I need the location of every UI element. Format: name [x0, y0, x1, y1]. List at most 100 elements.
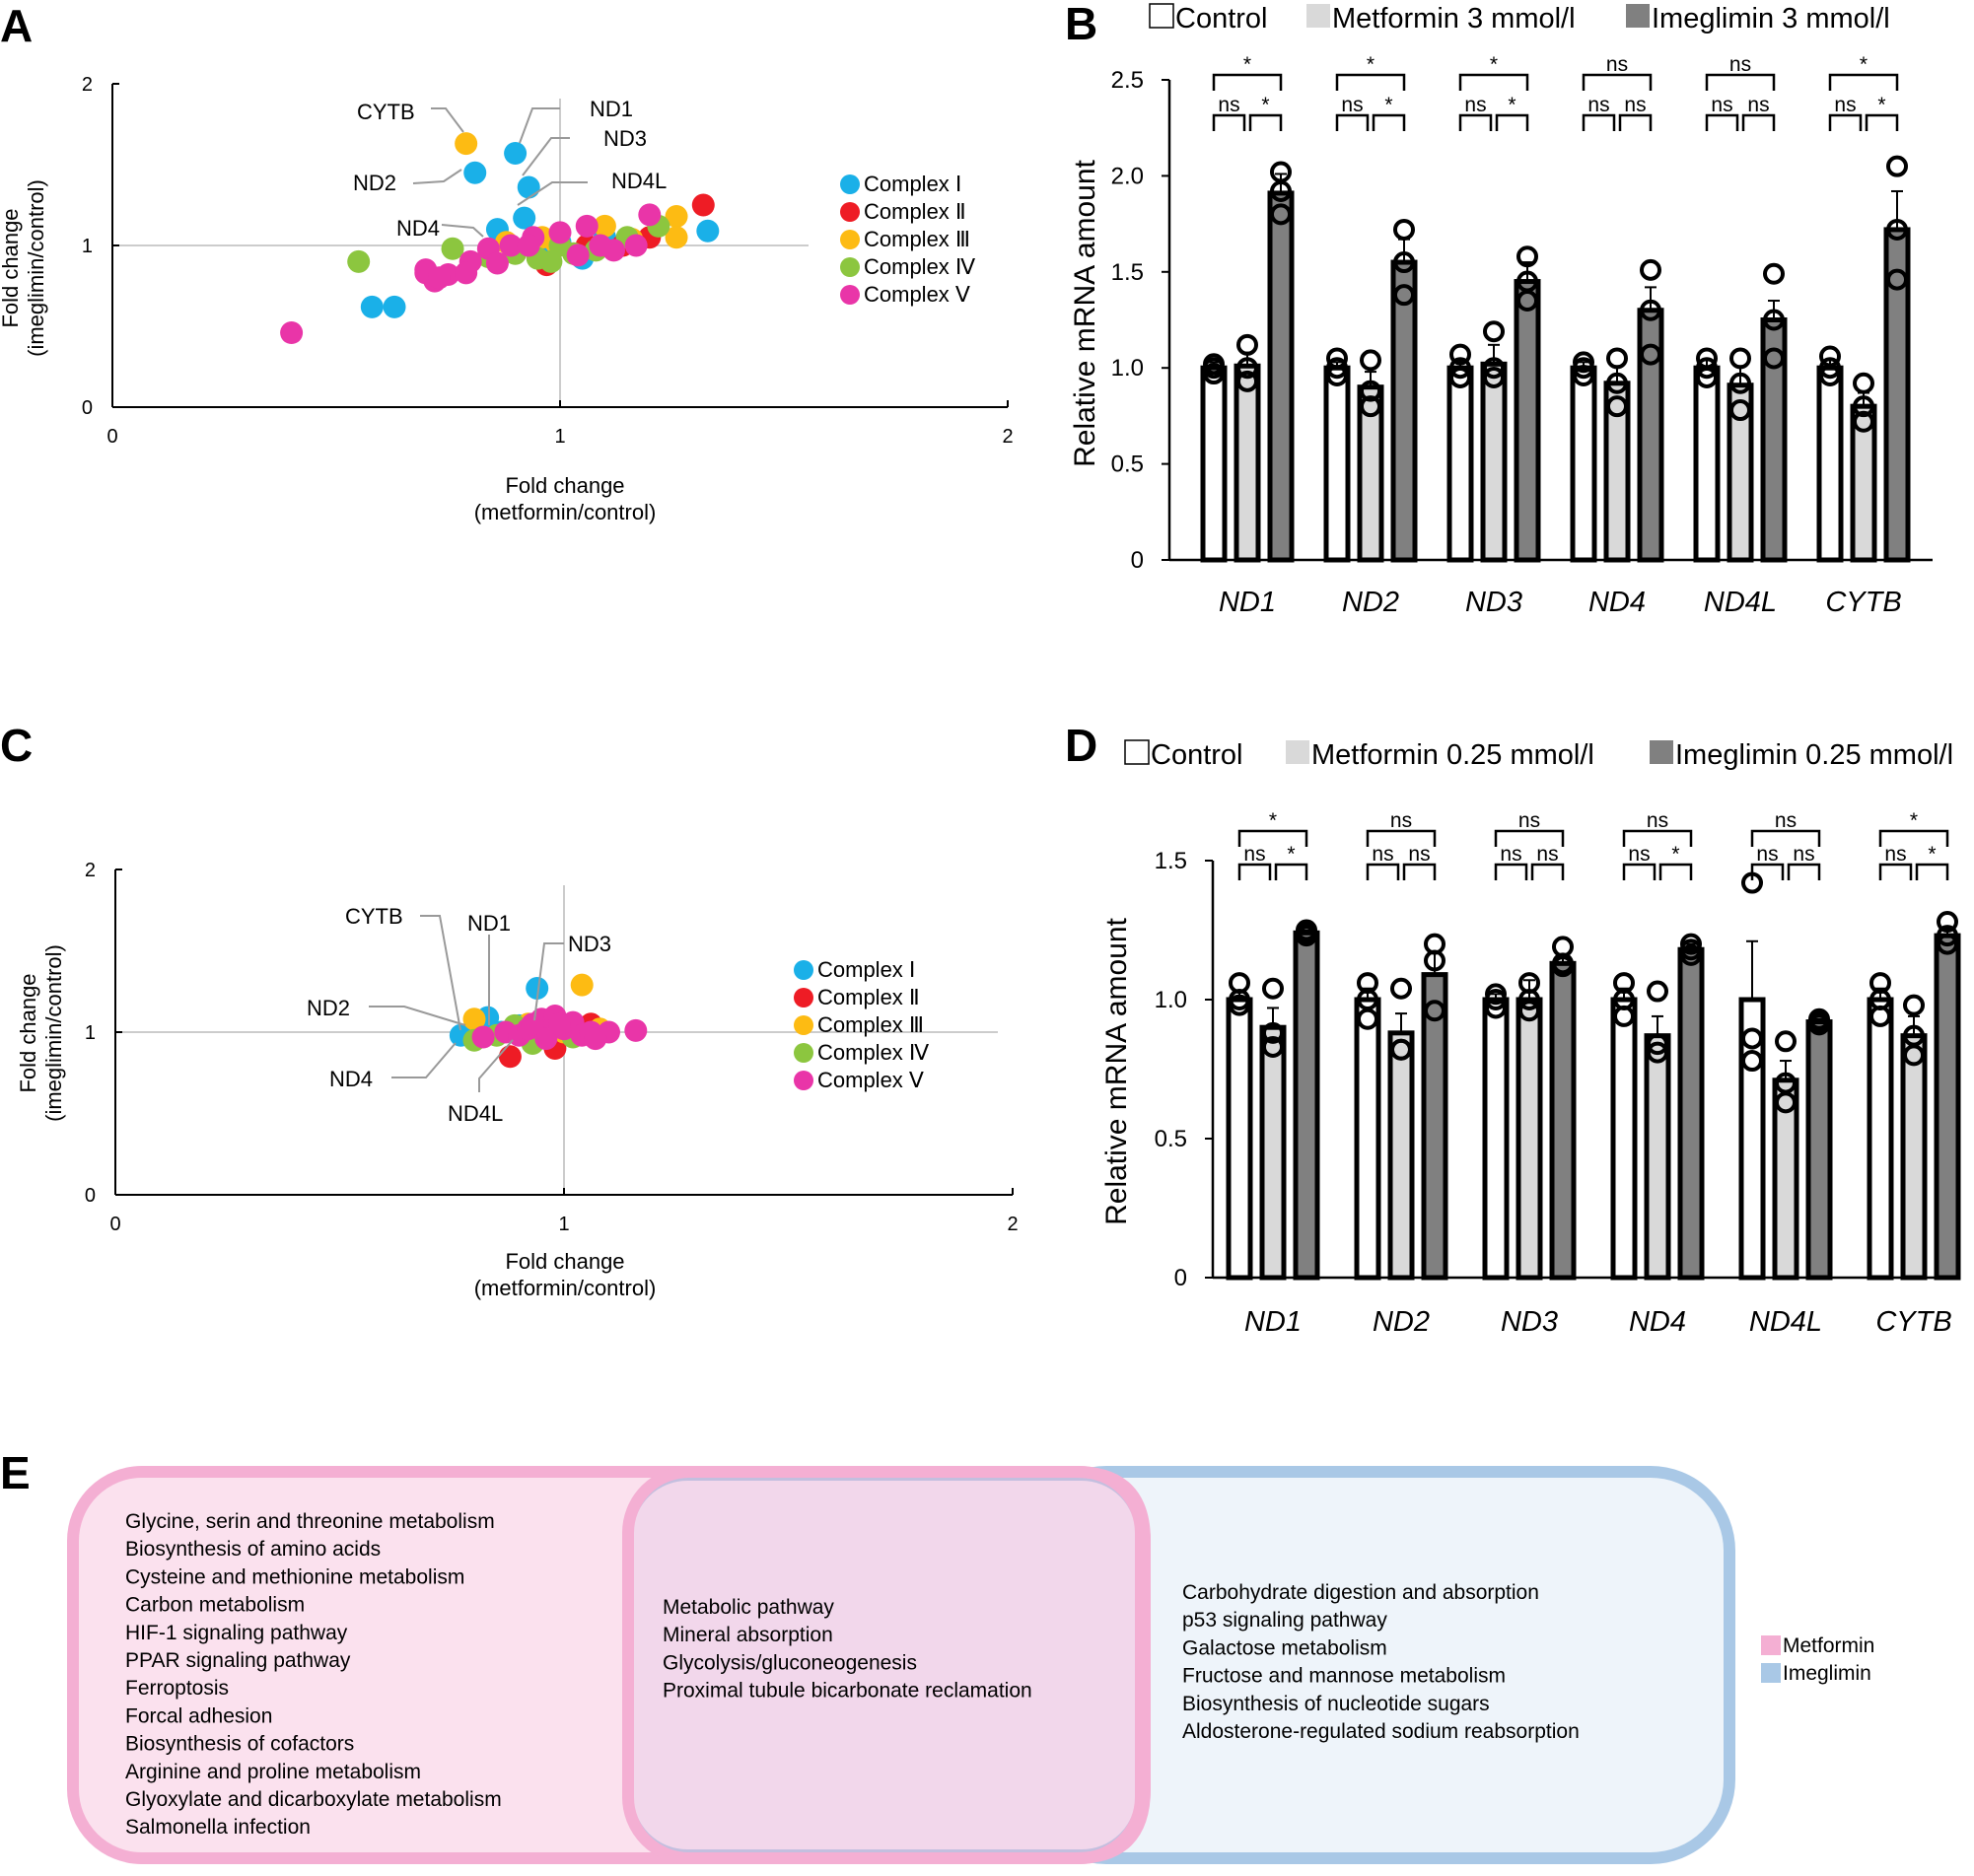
bar-nd4-control [1570, 365, 1597, 563]
y-tick-label: 1.0 [1155, 987, 1187, 1013]
scatter-point-complex-1 [513, 206, 536, 230]
significance-bracket [1335, 113, 1370, 131]
legend-label: Control [1151, 739, 1243, 771]
scatter-point-complex-3 [593, 214, 616, 238]
pathway-imeglimin-only: Carbohydrate digestion and absorption [1182, 1581, 1539, 1604]
panel-label-d: D [1065, 720, 1097, 771]
significance-bracket [1622, 863, 1657, 880]
venn-legend-swatch [1761, 1635, 1781, 1655]
replicate-point [1270, 203, 1292, 226]
replicate-point [1606, 395, 1628, 418]
replicate-point [1696, 357, 1718, 380]
significance-bracket [1372, 113, 1406, 131]
bar-nd4l-control [1693, 365, 1721, 563]
pathway-shared: Proximal tubule bicarbonate reclamation [663, 1680, 1032, 1702]
annotation-leader-line [391, 1042, 457, 1078]
replicate-point [1937, 925, 1958, 947]
replicate-point [1729, 372, 1751, 394]
legend-label: Metformin 3 mmol/l [1332, 3, 1576, 35]
legend-label: Complex Ⅴ [817, 1068, 924, 1092]
significance-bracket [1402, 863, 1437, 880]
venn-legend-label: Imeglimin [1783, 1662, 1871, 1685]
significance-label: * [1261, 94, 1269, 116]
replicate-point [1483, 320, 1505, 343]
replicate-point [1360, 380, 1381, 402]
significance-bracket [1915, 863, 1949, 880]
legend-swatch-2 [1286, 740, 1309, 764]
replicate-point [1483, 366, 1505, 388]
annotation-leader-line [522, 137, 570, 176]
replicate-point [1449, 357, 1471, 380]
replicate-point [1886, 218, 1908, 241]
significance-bracket [1582, 113, 1616, 131]
scatter-point-complex-1 [696, 219, 720, 243]
significance-label: * [1910, 809, 1918, 832]
scatter-point-complex-3 [665, 226, 688, 249]
pathway-shared: Metabolic pathway [663, 1596, 834, 1619]
scatter-point-complex-4 [539, 249, 563, 273]
pathway-imeglimin-only: p53 signaling pathway [1182, 1609, 1387, 1632]
legend-label: Complex Ⅰ [817, 957, 915, 982]
panel-label-a: A [0, 0, 33, 51]
replicate-point [1236, 333, 1258, 356]
replicate-point [1424, 949, 1445, 972]
y-tick-label: 0 [1131, 547, 1144, 574]
scatter-point-complex-2 [691, 193, 715, 217]
x-tick-label: 0 [106, 426, 117, 448]
significance-label: ns [1218, 94, 1239, 116]
significance-label: * [1367, 53, 1375, 76]
significance-bracket [1212, 113, 1246, 131]
significance-label: * [1928, 843, 1936, 866]
bar-nd1-control [1200, 365, 1228, 563]
significance-bracket [1458, 73, 1529, 91]
x-axis-title: Fold change [505, 1249, 624, 1274]
replicate-point [1640, 258, 1661, 281]
legend-swatch-3 [1650, 740, 1673, 764]
category-label: CYTB [1825, 587, 1901, 618]
replicate-point [1296, 922, 1317, 944]
significance-bracket [1750, 829, 1821, 847]
y-axis-title: Relative mRNA amount [1100, 917, 1133, 1224]
significance-label: ns [1464, 94, 1486, 116]
replicate-point [1573, 364, 1594, 386]
replicate-point [1424, 1000, 1445, 1022]
significance-label: ns [1408, 843, 1430, 866]
significance-label: ns [1756, 843, 1778, 866]
pathway-metformin-only: Biosynthesis of amino acids [125, 1538, 381, 1561]
significance-label: ns [1587, 94, 1609, 116]
replicate-point [1937, 911, 1958, 934]
pathway-metformin-only: Biosynthesis of cofactors [125, 1733, 354, 1756]
legend-label: Complex Ⅱ [817, 985, 920, 1009]
y-axis-title: Fold change [16, 973, 40, 1092]
category-label: ND3 [1465, 587, 1522, 618]
scatter-point-complex-5 [575, 214, 599, 238]
significance-label: ns [1647, 809, 1668, 832]
significance-bracket [1705, 113, 1739, 131]
replicate-point [1613, 989, 1635, 1010]
significance-bracket [1335, 73, 1406, 91]
significance-bracket [1248, 113, 1283, 131]
category-label: ND4 [1588, 587, 1646, 618]
replicate-point [1696, 347, 1718, 370]
scatter-point-complex-5 [624, 234, 648, 257]
category-label: ND1 [1244, 1306, 1302, 1338]
scatter-point-complex-5 [280, 321, 304, 345]
replicate-point [1729, 399, 1751, 422]
pathway-metformin-only: Cysteine and methionine metabolism [125, 1565, 464, 1588]
annotation-leader-line [420, 915, 461, 1031]
replicate-point [1552, 952, 1574, 975]
significance-label: ns [1711, 94, 1732, 116]
replicate-point [1886, 268, 1908, 291]
y-tick-label: 1 [85, 1022, 96, 1044]
bar-nd3-control [1482, 997, 1510, 1281]
pathway-imeglimin-only: Biosynthesis of nucleotide sugars [1182, 1693, 1490, 1715]
y-tick-label: 2 [85, 860, 96, 881]
significance-label: ns [1884, 843, 1906, 866]
replicate-point [1775, 1072, 1797, 1094]
replicate-point [1449, 366, 1471, 388]
significance-label: * [1490, 53, 1498, 76]
bar-cytb-control [1867, 997, 1894, 1281]
replicate-point [1390, 1038, 1412, 1061]
replicate-point [1262, 1021, 1284, 1044]
